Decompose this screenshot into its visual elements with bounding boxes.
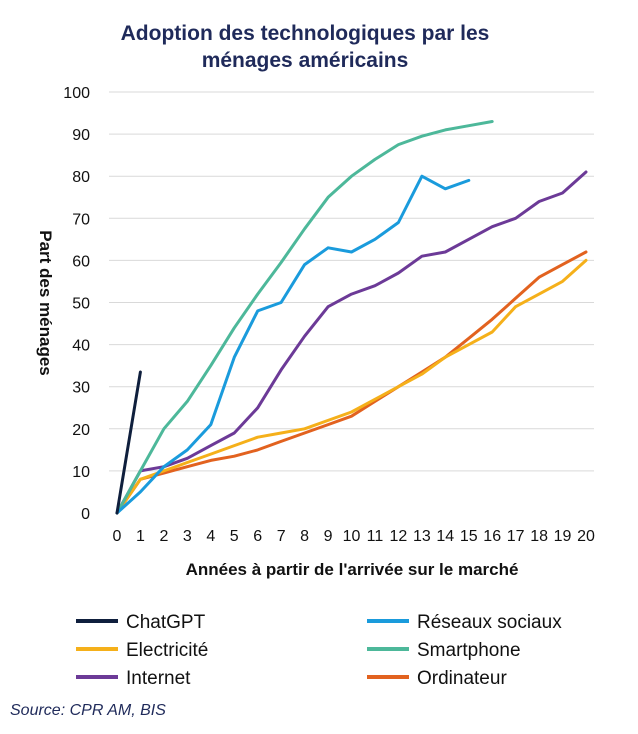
series-lines — [115, 120, 588, 515]
x-axis-ticks: 0 1 2 3 4 5 6 7 8 9 10 11 12 13 14 15 16 17 18 19 20 — [113, 528, 595, 545]
legend-label-reseaux-sociaux: Réseaux sociaux — [417, 612, 562, 633]
y-tick-label: 90 — [72, 127, 90, 144]
x-tick-label: 20 — [577, 528, 595, 545]
x-tick-label: 9 — [324, 528, 333, 545]
x-tick-label: 0 — [113, 528, 122, 545]
y-tick-label: 100 — [63, 85, 90, 102]
x-tick-label: 2 — [159, 528, 168, 545]
series-line-electricite — [115, 258, 588, 515]
y-tick-label: 70 — [72, 211, 90, 228]
x-tick-label: 7 — [277, 528, 286, 545]
x-tick-label: 10 — [343, 528, 361, 545]
series-line-ordinateur — [115, 250, 588, 515]
x-tick-label: 11 — [367, 528, 384, 545]
x-tick-label: 15 — [460, 528, 478, 545]
x-tick-label: 6 — [253, 528, 262, 545]
y-tick-label: 80 — [72, 169, 90, 186]
grid-lines — [109, 91, 594, 472]
y-axis-label: Part des ménages — [36, 230, 55, 376]
legend-label-electricite: Electricité — [126, 640, 208, 661]
legend: ChatGPT Réseaux sociaux Electricité Smartph… — [76, 612, 562, 689]
y-axis-ticks: 0 10 20 30 40 50 60 70 80 90 100 — [63, 85, 90, 523]
y-tick-label: 0 — [81, 506, 90, 523]
x-tick-label: 16 — [483, 528, 501, 545]
x-tick-label: 5 — [230, 528, 239, 545]
x-tick-label: 14 — [436, 528, 454, 545]
chart-title-line-1: Adoption des technologiques par les — [121, 22, 490, 45]
legend-label-chatgpt: ChatGPT — [126, 612, 206, 633]
y-tick-label: 50 — [72, 296, 90, 313]
x-tick-label: 1 — [136, 528, 145, 545]
series-line-reseaux-sociaux — [115, 174, 471, 515]
x-tick-label: 12 — [390, 528, 408, 545]
x-tick-label: 8 — [300, 528, 309, 545]
legend-label-smartphone: Smartphone — [417, 640, 521, 661]
chart-title-line-2: ménages américains — [202, 49, 409, 72]
x-tick-label: 17 — [507, 528, 525, 545]
x-tick-label: 13 — [413, 528, 431, 545]
y-tick-label: 40 — [72, 338, 90, 355]
x-axis-label: Années à partir de l'arrivée sur le marc… — [186, 560, 519, 579]
series-line-smartphone — [115, 120, 494, 515]
y-tick-label: 10 — [72, 464, 90, 481]
y-tick-label: 60 — [72, 253, 90, 270]
legend-label-ordinateur: Ordinateur — [417, 668, 507, 689]
series-line-internet — [115, 170, 588, 515]
y-tick-label: 30 — [72, 380, 90, 397]
x-tick-label: 19 — [554, 528, 572, 545]
y-tick-label: 20 — [72, 422, 90, 439]
x-tick-label: 3 — [183, 528, 192, 545]
series-line-chatgpt — [115, 370, 142, 515]
x-tick-label: 4 — [206, 528, 215, 545]
source-note: Source: CPR AM, BIS — [10, 702, 166, 719]
x-tick-label: 18 — [530, 528, 548, 545]
legend-label-internet: Internet — [126, 668, 191, 689]
